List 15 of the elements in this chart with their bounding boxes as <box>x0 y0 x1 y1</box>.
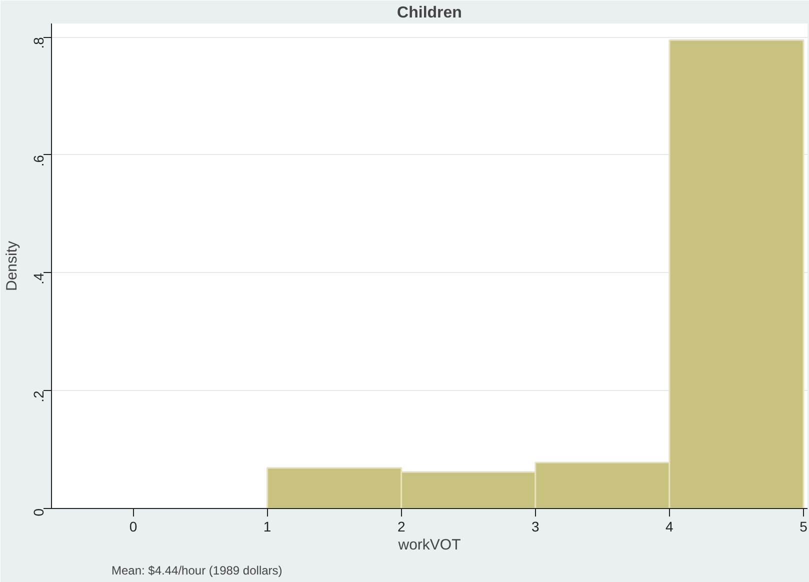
chart-title: Children <box>397 4 462 22</box>
y-tick-label: .4 <box>30 272 46 284</box>
y-tick-label: .8 <box>30 36 46 49</box>
x-tick-label: 5 <box>800 518 808 534</box>
x-tick-label: 0 <box>129 518 138 534</box>
x-tick-label: 3 <box>532 518 540 534</box>
y-tick-label: .6 <box>30 154 46 167</box>
y-axis-title: Density <box>4 240 20 292</box>
x-tick-label: 4 <box>666 518 674 534</box>
x-tick-label: 1 <box>263 518 272 534</box>
y-tick-label: 0 <box>30 508 46 516</box>
x-tick-label: 2 <box>397 518 406 534</box>
x-axis-title: workVOT <box>397 536 461 554</box>
text: Mean: $4.44/hour (1989 dollars) <box>112 564 282 578</box>
y-tick-label: .2 <box>30 390 46 402</box>
